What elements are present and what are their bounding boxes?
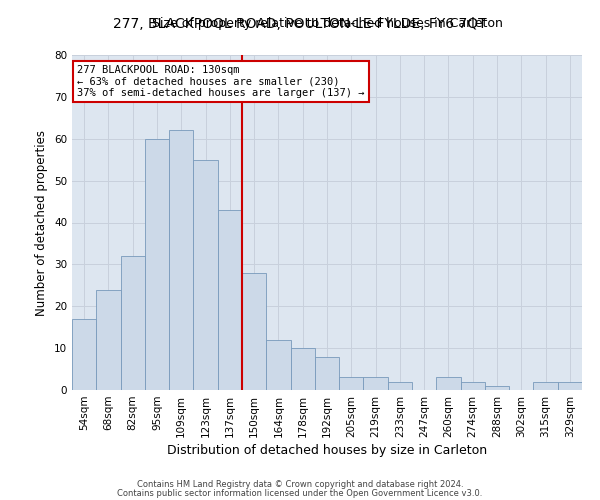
Title: Size of property relative to detached houses in Carleton: Size of property relative to detached ho… (152, 17, 502, 30)
Bar (169, 130, 193, 390)
Bar (266, 340, 290, 390)
Text: Contains HM Land Registry data © Crown copyright and database right 2024.: Contains HM Land Registry data © Crown c… (137, 480, 463, 489)
Bar (315, 356, 339, 390)
Text: 277, BLACKPOOL ROAD, POULTON-LE-FYLDE, FY6 7QT: 277, BLACKPOOL ROAD, POULTON-LE-FYLDE, F… (113, 18, 487, 32)
Bar (290, 348, 315, 390)
Bar (485, 386, 509, 390)
Bar (193, 160, 218, 390)
X-axis label: Distribution of detached houses by size in Carleton: Distribution of detached houses by size … (167, 444, 487, 457)
Bar (96, 290, 121, 390)
Bar (558, 382, 582, 390)
Bar (218, 210, 242, 390)
Bar (72, 319, 96, 390)
Bar (388, 382, 412, 390)
Bar (242, 273, 266, 390)
Text: 277 BLACKPOOL ROAD: 130sqm
← 63% of detached houses are smaller (230)
37% of sem: 277 BLACKPOOL ROAD: 130sqm ← 63% of deta… (77, 65, 365, 98)
Bar (533, 382, 558, 390)
Y-axis label: Number of detached properties: Number of detached properties (35, 130, 49, 316)
Text: Contains public sector information licensed under the Open Government Licence v3: Contains public sector information licen… (118, 489, 482, 498)
Bar (436, 378, 461, 390)
Bar (461, 382, 485, 390)
Bar (364, 378, 388, 390)
Bar (339, 378, 364, 390)
Bar (121, 256, 145, 390)
Bar (145, 138, 169, 390)
